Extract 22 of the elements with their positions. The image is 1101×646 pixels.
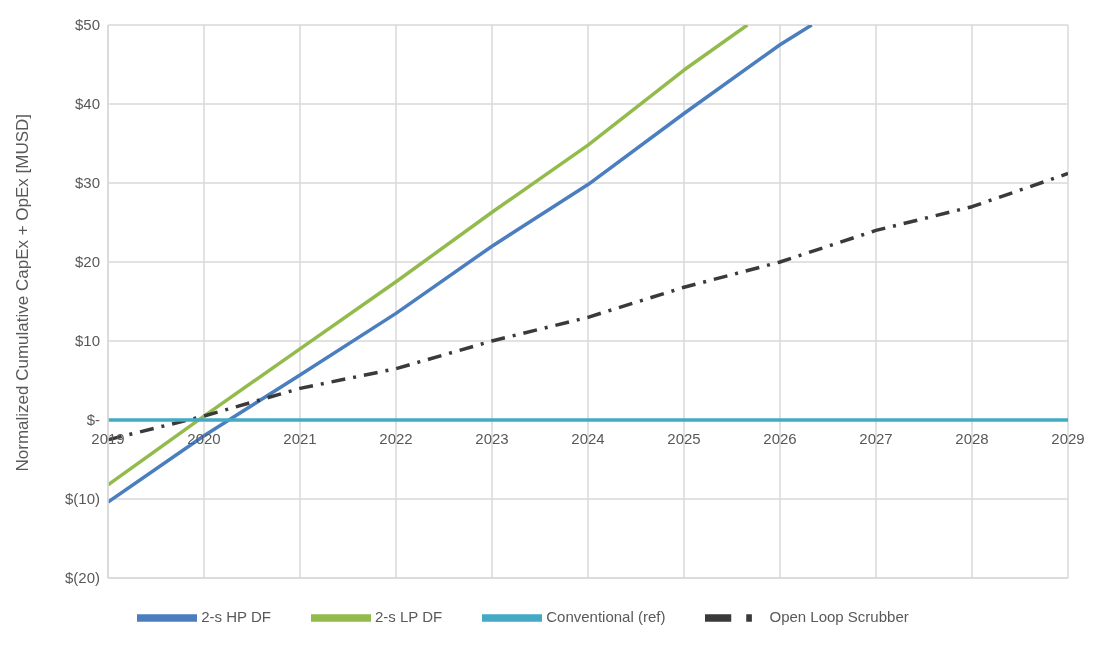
x-tick-label: 2028 xyxy=(955,430,989,447)
x-tick-label: 2026 xyxy=(763,430,797,447)
legend-label: 2-s LP DF xyxy=(374,607,443,625)
legend-label: Conventional (ref) xyxy=(546,607,666,625)
x-tick-label: 2021 xyxy=(283,430,317,447)
y-tick-label: $20 xyxy=(74,253,100,271)
y-tick-label: $- xyxy=(86,411,100,429)
x-tick-label: 2022 xyxy=(379,430,413,447)
y-tick-label: $10 xyxy=(74,332,100,350)
y-axis-title: Normalized Cumulative CapEx + OpEx [MUSD] xyxy=(13,113,33,472)
y-tick-label: $50 xyxy=(74,16,100,34)
legend-label: Open Loop Scrubber xyxy=(769,607,909,625)
x-tick-label: 2029 xyxy=(1051,430,1085,447)
y-tick-label: $(20) xyxy=(64,569,100,587)
y-tick-label: $(10) xyxy=(64,490,100,508)
x-tick-label: 2025 xyxy=(667,430,701,447)
x-tick-label: 2023 xyxy=(475,430,509,447)
x-tick-label: 2024 xyxy=(571,430,605,447)
y-tick-label: $40 xyxy=(74,95,100,113)
x-tick-label: 2027 xyxy=(859,430,893,447)
y-tick-label: $30 xyxy=(74,174,100,192)
legend-label: 2-s HP DF xyxy=(201,607,271,625)
